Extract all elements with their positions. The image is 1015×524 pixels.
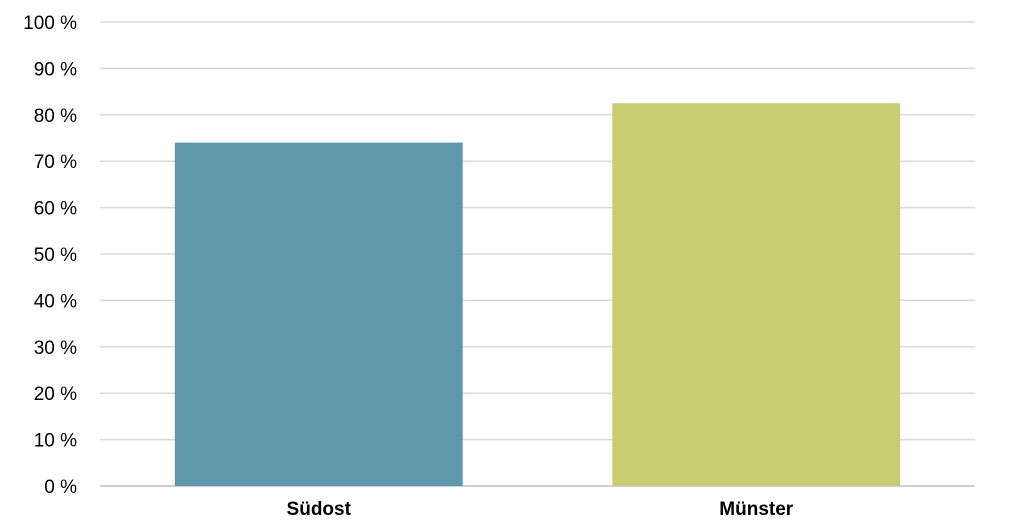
bars	[174, 103, 901, 486]
x-category-label: Südost	[287, 499, 352, 520]
y-axis-tick-labels: 0 % 10 % 20 % 30 % 40 % 50 % 60 % 70 % 80 % 90 % 1…	[23, 13, 77, 498]
y-tick-label: 100 %	[23, 13, 77, 34]
x-category-label: Münster	[719, 499, 794, 520]
x-axis-category-labels: Südost Münster	[287, 499, 794, 520]
y-tick-label: 0 %	[44, 477, 77, 498]
y-tick-label: 10 %	[34, 431, 77, 452]
y-tick-label: 40 %	[34, 291, 77, 312]
bar-münster	[612, 103, 901, 486]
y-tick-label: 20 %	[34, 384, 77, 405]
y-tick-label: 90 %	[34, 59, 77, 80]
bar-südost	[174, 142, 463, 486]
y-tick-label: 80 %	[34, 106, 77, 127]
y-tick-label: 50 %	[34, 245, 77, 266]
y-tick-label: 60 %	[34, 199, 77, 220]
y-tick-label: 30 %	[34, 338, 77, 359]
y-tick-label: 70 %	[34, 152, 77, 173]
